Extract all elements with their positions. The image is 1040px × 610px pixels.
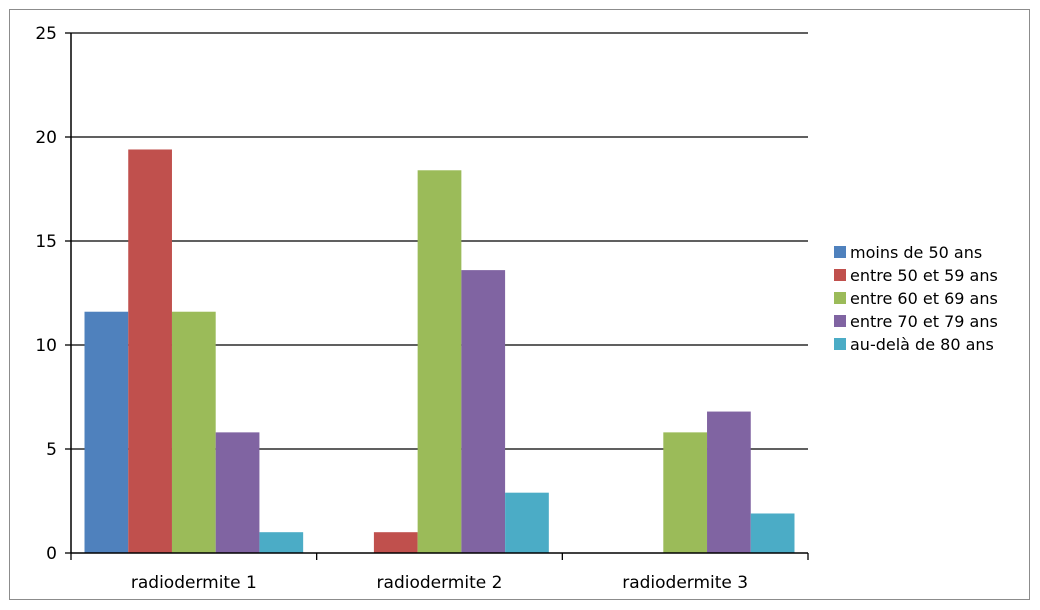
bar-0-0 (84, 311, 129, 553)
y-tick-label: 10 (35, 336, 57, 356)
y-tick-label: 25 (35, 24, 57, 44)
bar-0-4 (259, 532, 304, 553)
bar-2-3 (707, 411, 751, 553)
legend-swatch-0 (834, 246, 846, 258)
x-ticks: radiodermite 1 radiodermite 2 radiodermite… (70, 553, 809, 593)
bar-1-4 (505, 492, 549, 553)
legend-swatch-4 (834, 338, 846, 350)
legend-swatch-1 (834, 269, 846, 281)
bars (84, 149, 795, 554)
legend-label-0: moins de 50 ans (850, 243, 982, 262)
legend-label-1: entre 50 et 59 ans (850, 266, 998, 285)
x-tick-label: radiodermite 2 (377, 573, 503, 593)
bar-1-3 (461, 270, 506, 553)
bar-1-2 (417, 170, 462, 553)
y-ticks: 0 5 10 15 20 25 (35, 24, 71, 564)
legend-swatch-2 (834, 292, 846, 304)
legend: moins de 50 ans entre 50 et 59 ans entre 6… (834, 243, 998, 354)
axes (70, 33, 808, 554)
y-tick-label: 5 (46, 440, 57, 460)
bar-0-1 (128, 149, 172, 554)
x-tick-label: radiodermite 3 (622, 573, 748, 593)
x-tick-label: radiodermite 1 (131, 573, 257, 593)
y-tick-label: 20 (35, 128, 57, 148)
legend-label-3: entre 70 et 79 ans (850, 312, 998, 331)
legend-label-4: au-delà de 80 ans (850, 335, 994, 354)
y-tick-label: 15 (35, 232, 57, 252)
bar-0-2 (171, 311, 216, 553)
bar-2-4 (750, 513, 795, 553)
y-tick-label: 0 (46, 544, 57, 564)
bar-2-2 (663, 432, 708, 553)
bar-0-3 (215, 432, 260, 553)
legend-swatch-3 (834, 315, 846, 327)
legend-label-2: entre 60 et 69 ans (850, 289, 998, 308)
bar-1-1 (373, 532, 418, 553)
